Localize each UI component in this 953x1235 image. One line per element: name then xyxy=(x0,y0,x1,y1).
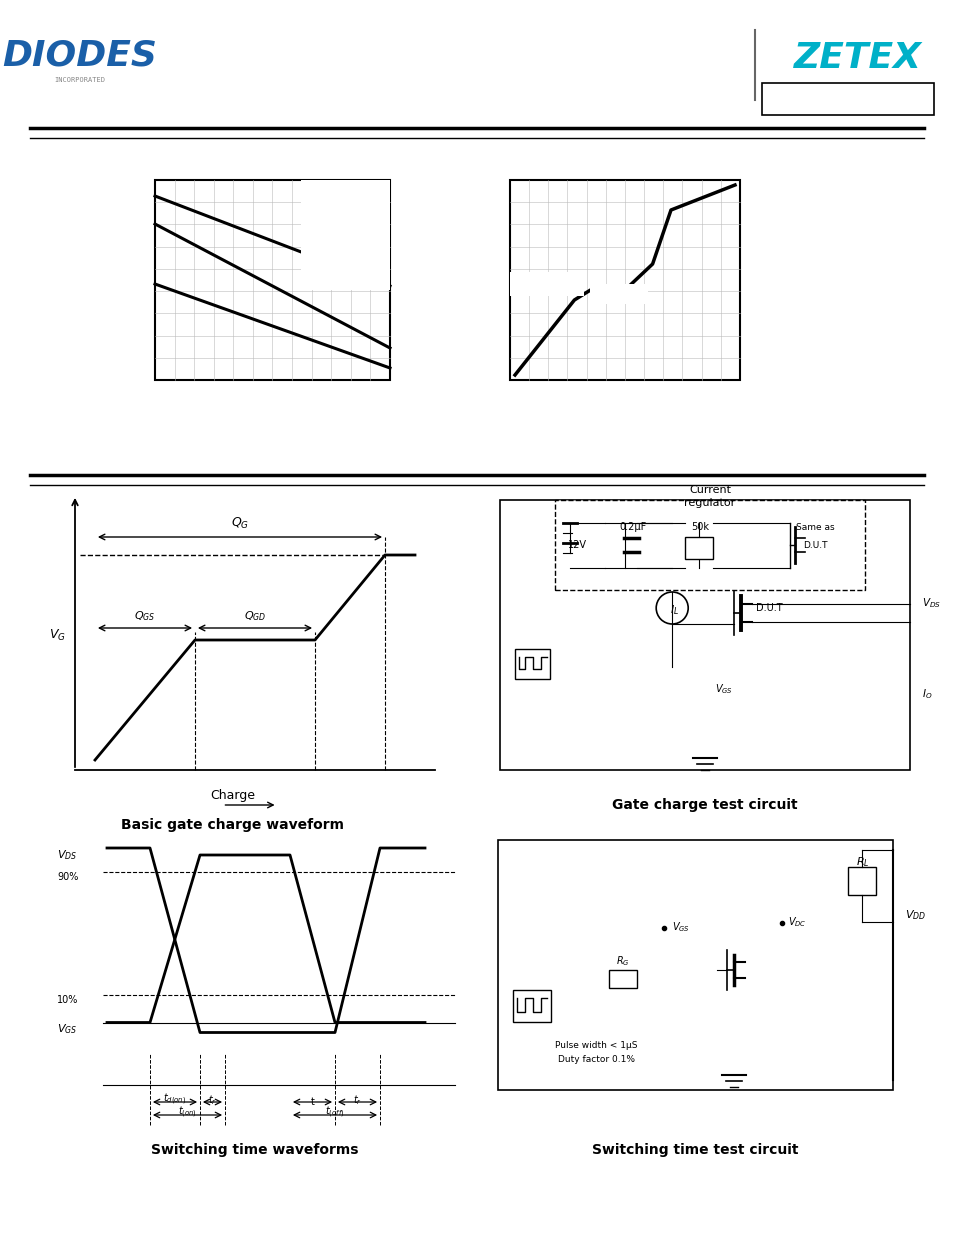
Bar xyxy=(154,180,390,380)
Text: $V_{DC}$: $V_{DC}$ xyxy=(787,915,806,930)
Text: $t_{(off)}$: $t_{(off)}$ xyxy=(325,1104,344,1120)
Text: Switching time test circuit: Switching time test circuit xyxy=(592,1144,798,1157)
Text: DIODES: DIODES xyxy=(3,38,157,72)
Text: $t_{(on)}$: $t_{(on)}$ xyxy=(178,1104,197,1120)
Text: $V_{DD}$: $V_{DD}$ xyxy=(904,908,925,921)
Bar xyxy=(513,990,551,1023)
Text: $t_r$: $t_r$ xyxy=(208,1093,216,1107)
Bar xyxy=(684,536,712,558)
Text: 50k: 50k xyxy=(690,521,708,531)
Text: $R_L$: $R_L$ xyxy=(855,855,869,868)
Bar xyxy=(608,969,636,988)
Text: Charge: Charge xyxy=(210,788,254,802)
Text: D.U.T: D.U.T xyxy=(801,541,826,550)
Text: $V_{GS}$: $V_{GS}$ xyxy=(57,1023,77,1036)
Text: $I_L$: $I_L$ xyxy=(669,603,678,618)
Text: $V_{GS}$: $V_{GS}$ xyxy=(714,682,732,695)
Text: $V_{DS}$: $V_{DS}$ xyxy=(57,848,77,862)
Text: Pulse width < 1μS: Pulse width < 1μS xyxy=(555,1041,638,1050)
Text: ZETEX: ZETEX xyxy=(793,41,921,75)
Text: 0.2μF: 0.2μF xyxy=(618,521,646,531)
Text: $I_O$: $I_O$ xyxy=(921,688,931,701)
Bar xyxy=(300,180,390,290)
Bar xyxy=(761,83,933,115)
Text: regulator: regulator xyxy=(683,498,735,508)
Bar xyxy=(847,867,875,895)
Text: $Q_{GS}$: $Q_{GS}$ xyxy=(134,609,155,622)
Bar xyxy=(499,500,909,769)
Text: $Q_{GD}$: $Q_{GD}$ xyxy=(244,609,266,622)
Text: $t_r$: $t_r$ xyxy=(353,1093,361,1107)
Text: $V_{GS}$: $V_{GS}$ xyxy=(671,920,689,935)
Text: $Q_G$: $Q_G$ xyxy=(231,516,249,531)
Bar xyxy=(510,272,583,296)
Text: Basic gate charge waveform: Basic gate charge waveform xyxy=(121,818,344,832)
Text: D.U.T: D.U.T xyxy=(755,604,781,614)
Text: Switching time waveforms: Switching time waveforms xyxy=(152,1144,358,1157)
Bar xyxy=(515,648,550,678)
Text: 12V: 12V xyxy=(567,540,586,550)
Text: Same as: Same as xyxy=(795,522,834,531)
Text: $t_{d(on)}$: $t_{d(on)}$ xyxy=(163,1092,187,1107)
Text: Gate charge test circuit: Gate charge test circuit xyxy=(612,798,797,811)
Text: Current: Current xyxy=(688,485,730,495)
Bar xyxy=(497,840,892,1091)
Text: $V_{DS}$: $V_{DS}$ xyxy=(921,595,940,610)
Text: $R_G$: $R_G$ xyxy=(615,953,629,967)
Text: 10%: 10% xyxy=(57,995,78,1005)
Text: Duty factor 0.1%: Duty factor 0.1% xyxy=(558,1056,635,1065)
Bar xyxy=(555,500,864,590)
Text: t: t xyxy=(311,1097,314,1107)
Bar xyxy=(510,180,740,380)
Text: $V_G$: $V_G$ xyxy=(49,627,66,642)
Text: 90%: 90% xyxy=(57,872,78,882)
Bar xyxy=(590,284,647,304)
Text: INCORPORATED: INCORPORATED xyxy=(54,77,106,83)
